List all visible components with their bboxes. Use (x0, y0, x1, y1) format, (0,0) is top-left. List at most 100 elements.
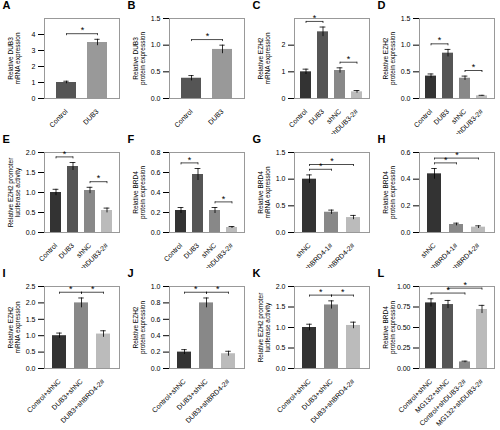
svg-text:*: * (222, 194, 226, 204)
svg-text:C: C (253, 0, 261, 11)
svg-text:2.5: 2.5 (26, 283, 36, 290)
svg-text:0.0: 0.0 (276, 365, 286, 372)
svg-text:0.0: 0.0 (151, 229, 161, 236)
svg-text:0.4: 0.4 (401, 175, 411, 182)
svg-text:4: 4 (32, 31, 36, 38)
svg-text:Control: Control (412, 107, 433, 128)
svg-text:*: * (319, 161, 323, 171)
svg-text:*: * (216, 284, 220, 294)
svg-text:0.75: 0.75 (397, 303, 411, 310)
svg-text:1.0: 1.0 (151, 283, 161, 290)
svg-text:0.0: 0.0 (151, 365, 161, 372)
svg-text:*: * (69, 284, 73, 294)
svg-text:2: 2 (32, 63, 36, 70)
svg-text:H: H (378, 133, 386, 145)
svg-text:*: * (444, 155, 448, 165)
svg-text:Relative EZH2 promoterlucifera: Relative EZH2 promoterluciferase activit… (7, 157, 22, 228)
svg-text:Control: Control (287, 107, 308, 128)
svg-text:0.6: 0.6 (401, 149, 411, 156)
svg-text:*: * (330, 156, 334, 166)
svg-text:*: * (63, 149, 67, 159)
svg-text:*: * (472, 62, 476, 72)
svg-text:*: * (313, 13, 317, 23)
svg-text:0.0: 0.0 (151, 95, 161, 102)
svg-text:0.0: 0.0 (26, 365, 36, 372)
svg-text:D: D (378, 0, 386, 11)
svg-text:0: 0 (282, 95, 286, 102)
svg-text:*: * (463, 280, 467, 290)
svg-text:0.00: 0.00 (397, 365, 411, 372)
svg-text:1: 1 (282, 68, 286, 75)
svg-text:1.5: 1.5 (26, 316, 36, 323)
svg-text:0.0: 0.0 (401, 229, 411, 236)
svg-text:Relative BRD4protein expressio: Relative BRD4protein expression (382, 166, 397, 219)
svg-text:1: 1 (32, 79, 36, 86)
svg-text:L: L (378, 267, 385, 279)
svg-text:Relative BRD4protein expressio: Relative BRD4protein expression (132, 166, 147, 219)
svg-text:F: F (128, 133, 135, 145)
svg-text:DUB3+shBRD4-2#: DUB3+shBRD4-2# (59, 378, 106, 425)
svg-text:*: * (347, 54, 351, 64)
svg-text:*: * (455, 150, 459, 160)
svg-text:0: 0 (32, 95, 36, 102)
svg-text:1.5: 1.5 (26, 169, 36, 176)
svg-text:1.0: 1.0 (26, 332, 36, 339)
svg-text:0.5: 0.5 (151, 68, 161, 75)
svg-text:2.0: 2.0 (26, 299, 36, 306)
svg-text:0.6: 0.6 (151, 316, 161, 323)
svg-text:I: I (3, 267, 6, 279)
svg-text:1.5: 1.5 (151, 15, 161, 22)
svg-text:Relative DUB3protein expressio: Relative DUB3protein expression (132, 32, 147, 85)
svg-text:0.6: 0.6 (151, 169, 161, 176)
svg-text:Relative EZH2mRNA expression: Relative EZH2mRNA expression (7, 301, 22, 353)
svg-text:0.2: 0.2 (151, 209, 161, 216)
svg-text:DUB3+shBRD4-2#: DUB3+shBRD4-2# (309, 378, 356, 425)
svg-text:Control: Control (173, 107, 194, 128)
svg-text:Relative EZH2protein expressio: Relative EZH2protein expression (132, 301, 147, 354)
svg-text:B: B (128, 0, 136, 11)
svg-text:*: * (206, 31, 210, 41)
svg-text:*: * (188, 155, 192, 165)
svg-text:Control: Control (162, 241, 183, 262)
svg-text:Relative EZH2 promoterlucifera: Relative EZH2 promoterluciferase activit… (257, 292, 272, 363)
svg-text:2: 2 (282, 41, 286, 48)
svg-text:0.4: 0.4 (151, 189, 161, 196)
svg-text:Relative DUB3mRNA expression: Relative DUB3mRNA expression (7, 32, 22, 84)
svg-text:3: 3 (32, 47, 36, 54)
svg-text:DUB3: DUB3 (432, 108, 450, 126)
svg-text:2.0: 2.0 (26, 149, 36, 156)
svg-text:0.5: 0.5 (26, 209, 36, 216)
svg-text:Relative BRD4mRNA expression: Relative BRD4mRNA expression (257, 166, 272, 218)
svg-text:1.0: 1.0 (151, 41, 161, 48)
svg-text:*: * (438, 35, 442, 45)
svg-text:0.4: 0.4 (151, 332, 161, 339)
svg-text:DUB3+shBRD4-2#: DUB3+shBRD4-2# (184, 378, 231, 425)
svg-text:DUB3: DUB3 (82, 108, 100, 126)
svg-text:K: K (253, 267, 261, 279)
svg-text:Relative BRD4protein expressio: Relative BRD4protein expression (382, 301, 397, 354)
svg-text:0.5: 0.5 (276, 344, 286, 351)
svg-text:0.0: 0.0 (26, 229, 36, 236)
svg-text:0.25: 0.25 (397, 344, 411, 351)
svg-text:Relative EZH2mRNA expression: Relative EZH2mRNA expression (257, 32, 272, 84)
svg-text:shNC: shNC (294, 242, 311, 259)
svg-text:0.2: 0.2 (151, 348, 161, 355)
svg-text:1.0: 1.0 (26, 189, 36, 196)
svg-text:G: G (253, 133, 262, 145)
svg-text:DUB3: DUB3 (182, 242, 200, 260)
svg-text:0.5: 0.5 (26, 348, 36, 355)
svg-text:1.5: 1.5 (401, 15, 411, 22)
svg-text:1.0: 1.0 (401, 41, 411, 48)
svg-text:0.50: 0.50 (397, 324, 411, 331)
svg-text:A: A (3, 0, 11, 11)
svg-text:0.0: 0.0 (276, 229, 286, 236)
svg-text:*: * (319, 287, 323, 297)
svg-text:*: * (91, 284, 95, 294)
svg-text:*: * (97, 173, 101, 183)
svg-text:1.5: 1.5 (276, 149, 286, 156)
svg-text:Control: Control (37, 241, 58, 262)
svg-text:E: E (3, 133, 10, 145)
svg-text:0.0: 0.0 (401, 95, 411, 102)
svg-text:DUB3: DUB3 (307, 108, 325, 126)
svg-text:1.00: 1.00 (397, 283, 411, 290)
